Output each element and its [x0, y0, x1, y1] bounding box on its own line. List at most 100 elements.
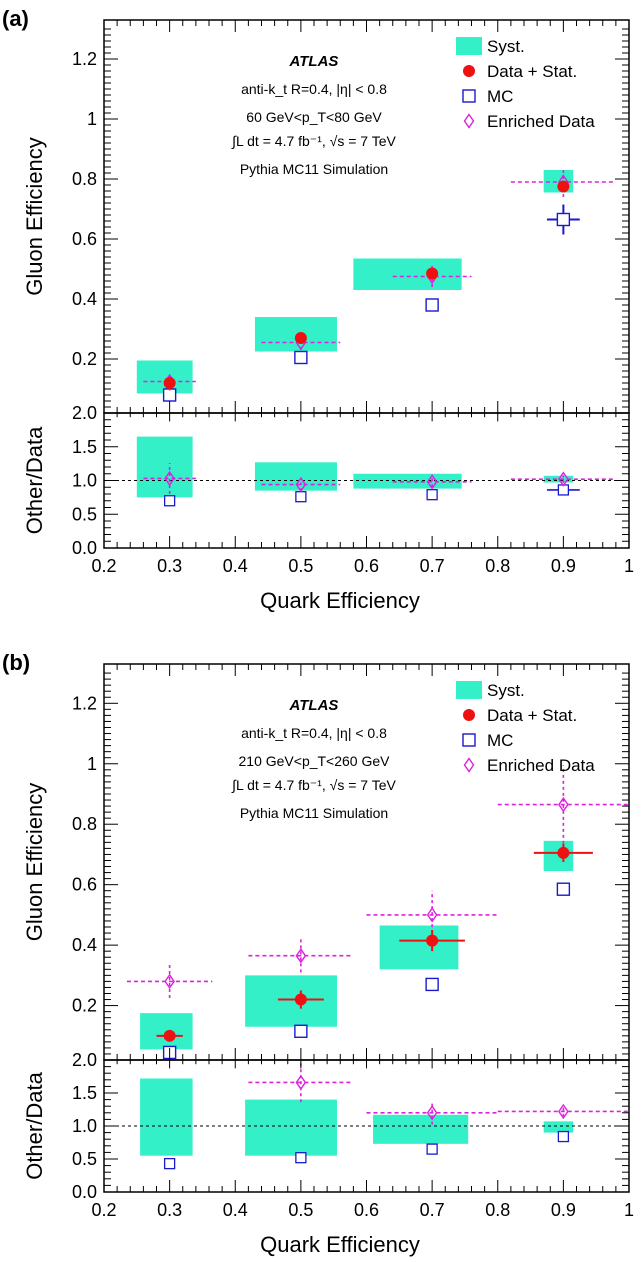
ratio-syst-box: [543, 1121, 574, 1133]
mc-marker: [556, 212, 571, 227]
x-tick-label: 0.3: [157, 1200, 182, 1220]
mc-marker: [556, 882, 571, 896]
y-tick-label: 1: [87, 109, 97, 129]
y-tick-label: 1.2: [72, 49, 97, 69]
enriched-marker: [295, 947, 307, 964]
y-tick-label: 0.8: [72, 814, 97, 834]
mc-marker: [162, 388, 177, 402]
y-axis-title: Gluon Efficiency: [22, 137, 47, 296]
ratio-y-tick-label: 0.0: [72, 1182, 97, 1202]
x-tick-label: 0.8: [485, 556, 510, 576]
mc-marker: [425, 298, 439, 312]
ratio-y-tick-label: 1.5: [72, 437, 97, 457]
x-tick-label: 0.4: [223, 556, 248, 576]
x-tick-label: 0.9: [551, 556, 576, 576]
legend-data-swatch: [463, 65, 475, 77]
x-tick-label: 0.5: [288, 1200, 313, 1220]
x-tick-label: 0.2: [91, 1200, 116, 1220]
x-tick-label: 1: [624, 556, 634, 576]
data-marker: [294, 993, 307, 1006]
syst-box: [379, 925, 459, 970]
ratio-enriched-marker: [295, 476, 307, 493]
enriched-marker: [558, 796, 569, 813]
data-marker: [163, 377, 176, 389]
syst-box: [254, 317, 337, 352]
ratio-enriched-marker: [164, 470, 175, 487]
legend-syst-swatch: [456, 37, 482, 55]
main-plot-area: [136, 167, 616, 402]
x-tick-label: 0.2: [91, 556, 116, 576]
ratio-syst-box: [140, 1078, 193, 1156]
y-tick-label: 0.8: [72, 169, 97, 189]
legend-entry: Syst.: [487, 37, 525, 56]
annotation-simulation: Pythia MC11 Simulation: [240, 805, 388, 821]
ratio-y-tick-label: 2.0: [72, 1050, 97, 1070]
ratio-y-tick-label: 1.0: [72, 1116, 97, 1136]
y-tick-label: 0.2: [72, 349, 97, 369]
chart-panel-b: (b) 0.2 0.3 0.4 0.5 0.6 0.7 0.8 0.9 1 0.2 0.4 0.6 0.8…: [2, 650, 634, 1257]
ratio-mc-marker: [163, 495, 176, 507]
y-tick-label: 0.6: [72, 875, 97, 895]
data-marker: [426, 267, 439, 280]
legend-enriched-swatch: [463, 757, 475, 773]
annotation-jet-algorithm: anti-k_t R=0.4, |η| < 0.8: [241, 725, 387, 741]
chart-panel-a: (a) 0.2 0.3 0.4 0.5 0.6 0.7 0.8 0.9 1 0.2 0.4 0.6 0.8…: [2, 6, 634, 613]
x-tick-label: 0.5: [288, 556, 313, 576]
x-tick-label: 0.6: [354, 1200, 379, 1220]
ratio-mc-marker: [557, 1130, 570, 1143]
x-tick-label: 0.7: [420, 556, 445, 576]
legend-mc-swatch: [462, 733, 476, 747]
x-tick-label: 0.7: [420, 1200, 445, 1220]
legend-enriched-swatch: [463, 113, 475, 129]
legend-syst-swatch: [456, 681, 482, 699]
ratio-y-tick-label: 1.0: [72, 471, 97, 491]
ratio-syst-box: [136, 436, 193, 498]
ratio-y-tick-label: 2.0: [72, 403, 97, 423]
y-tick-label: 0.4: [72, 289, 97, 309]
panel-label: (a): [2, 6, 29, 31]
ratio-y-tick-label: 1.5: [72, 1083, 97, 1103]
y-tick-label: 1: [87, 754, 97, 774]
annotation-luminosity: ∫L dt = 4.7 fb⁻¹, √s = 7 TeV: [231, 777, 396, 793]
x-tick-label: 0.8: [485, 1200, 510, 1220]
x-tick-label: 0.4: [223, 1200, 248, 1220]
legend-data-swatch: [463, 709, 475, 721]
ratio-syst-box: [245, 1099, 337, 1156]
x-tick-label: 0.3: [157, 556, 182, 576]
mc-marker: [294, 350, 308, 365]
legend-mc-swatch: [462, 89, 476, 103]
experiment-label: ATLAS: [289, 697, 339, 714]
legend-entry: Enriched Data: [487, 756, 595, 775]
ratio-y-tick-label: 0.5: [72, 1149, 97, 1169]
legend-entry: MC: [487, 87, 513, 106]
ratio-enriched-marker: [426, 1105, 438, 1121]
ratio-mc-marker: [295, 1152, 307, 1164]
x-tick-label: 0.9: [551, 1200, 576, 1220]
ratio-enriched-marker: [558, 1103, 569, 1120]
ratio-enriched-marker: [295, 1074, 307, 1091]
annotation-luminosity: ∫L dt = 4.7 fb⁻¹, √s = 7 TeV: [231, 133, 396, 149]
syst-box: [245, 975, 337, 1027]
ratio-mc-marker: [295, 491, 307, 503]
ratio-y-tick-label: 0.5: [72, 504, 97, 524]
annotation-pt-range: 60 GeV<p_T<80 GeV: [246, 109, 382, 125]
ratio-mc-marker: [163, 1157, 176, 1170]
mc-marker: [294, 1024, 308, 1038]
x-tick-label: 0.6: [354, 556, 379, 576]
y-axis-title: Gluon Efficiency: [22, 783, 47, 942]
x-tick-label: 1: [624, 1200, 634, 1220]
legend-entry: Enriched Data: [487, 112, 595, 131]
ratio-syst-box: [254, 462, 337, 491]
main-plot-area: [126, 765, 629, 1060]
ratio-mc-marker: [426, 1143, 438, 1155]
panel-label: (b): [2, 650, 30, 675]
annotation-pt-range: 210 GeV<p_T<260 GeV: [239, 753, 391, 769]
data-marker: [294, 332, 307, 344]
annotation-jet-algorithm: anti-k_t R=0.4, |η| < 0.8: [241, 81, 387, 97]
syst-box: [353, 258, 462, 290]
data-marker: [557, 846, 570, 859]
ratio-mc-marker: [426, 489, 438, 501]
ratio-y-tick-label: 0.0: [72, 538, 97, 558]
legend-entry: MC: [487, 731, 513, 750]
